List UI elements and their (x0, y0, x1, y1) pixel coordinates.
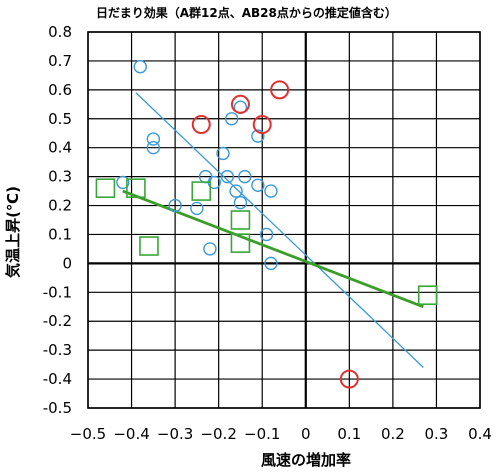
data-point-circle-large (230, 94, 250, 114)
data-point-circle-large (252, 115, 272, 135)
y-tick-label: 0.3 (48, 168, 72, 186)
y-axis-title: 気温上昇(℃) (4, 186, 22, 278)
plot-frame (87, 31, 481, 409)
x-tick-label: −0.5 (70, 425, 106, 443)
x-tick-label: 0.4 (468, 425, 492, 443)
data-point-square (417, 285, 438, 306)
x-tick-label: −0.2 (200, 425, 236, 443)
grid (87, 31, 481, 409)
y-tick-label: 0.6 (48, 81, 72, 99)
chart-title: 日だまり効果（A群12点、AB28点からの推定値含む） (96, 5, 397, 20)
data-point-square (230, 233, 251, 253)
y-tick-label: 0 (62, 254, 72, 272)
data-point-circle (190, 201, 204, 216)
trend-line (122, 189, 424, 309)
data-point-square (230, 210, 251, 230)
data-point-circle (259, 227, 274, 242)
x-tick-label: −0.4 (113, 425, 149, 443)
data-point-circle (168, 198, 182, 213)
data-point-circle (216, 146, 230, 161)
data-point-circle (229, 184, 243, 198)
data-point-circle-large (339, 369, 359, 389)
x-tick-label: 0 (301, 425, 311, 443)
x-tick-label: 0.2 (381, 425, 405, 443)
data-point-circle-large (191, 115, 211, 135)
data-point-square (126, 178, 146, 198)
data-point-circle (220, 169, 235, 184)
x-tick-label: 0.1 (337, 425, 361, 443)
y-tick-label: -0.4 (43, 370, 72, 388)
data-point-square (95, 178, 116, 198)
y-tick-label: -0.3 (43, 341, 72, 359)
data-point-square (139, 236, 159, 256)
data-point-circle (233, 195, 248, 210)
data-point-circle (238, 169, 252, 184)
x-axis-title: 風速の増加率 (261, 451, 351, 469)
x-tick-label: −0.1 (244, 425, 280, 443)
y-tick-label: 0.8 (48, 23, 72, 41)
data-point-circle (133, 60, 147, 74)
y-tick-label: 0.7 (48, 52, 72, 70)
data-point-circle (264, 184, 278, 198)
x-tick-label: −0.3 (157, 425, 193, 443)
trend-line (135, 92, 424, 368)
y-tick-label: 0.5 (48, 110, 72, 128)
data-point-circle (225, 112, 239, 126)
data-point-circle (146, 132, 161, 146)
data-point-circle (116, 175, 130, 190)
data-point-circle (251, 129, 265, 143)
data-point-square (191, 181, 212, 201)
data-point-circle-large (270, 80, 290, 100)
y-tick-label: -0.1 (43, 283, 72, 301)
y-tick-label: -0.5 (43, 399, 72, 417)
x-tick-label: 0.3 (425, 425, 449, 443)
y-tick-label: 0.2 (48, 197, 72, 215)
y-tick-label: 0.4 (48, 139, 72, 157)
data-markers (95, 60, 438, 389)
data-point-circle (264, 256, 278, 271)
data-point-circle (251, 178, 265, 192)
data-point-circle (146, 140, 161, 155)
y-tick-label: 0.1 (48, 225, 72, 243)
data-point-circle (203, 242, 217, 256)
trend-lines (122, 92, 424, 368)
y-tick-label: -0.2 (43, 312, 72, 330)
tick-labels: −0.5 −0.4 −0.3 −0.2 −0.1 0 0.1 0.2 0.3 0.4 -0.5 -0.… (43, 23, 492, 443)
